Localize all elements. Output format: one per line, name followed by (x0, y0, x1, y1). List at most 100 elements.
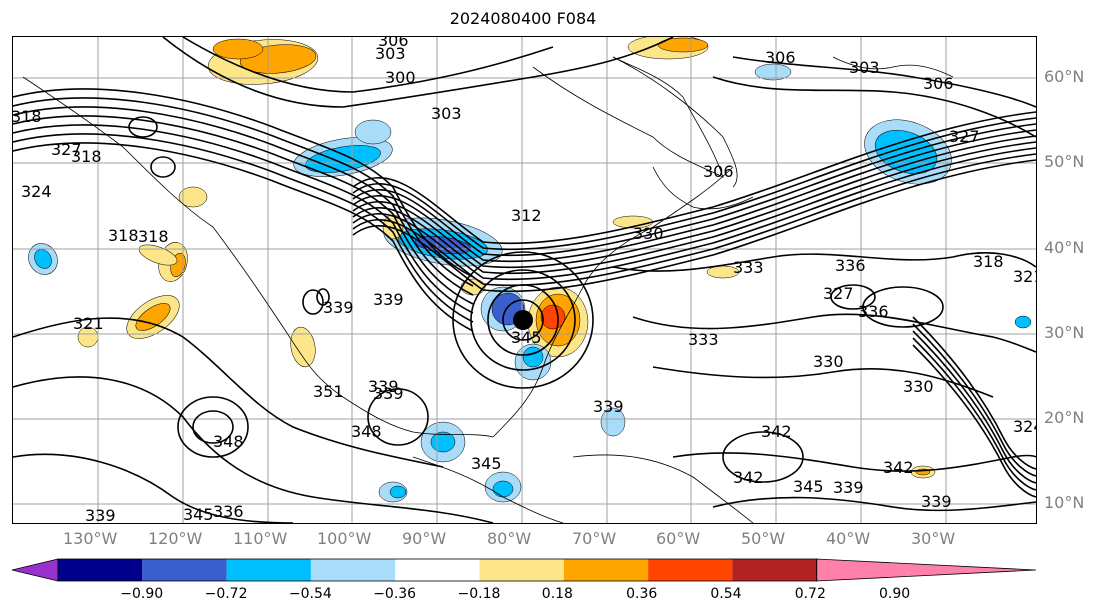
contour-value-label: 327 (51, 140, 82, 159)
lon-label: 90°W (402, 529, 447, 548)
storm-center-marker (513, 310, 533, 330)
contour-value-label: 327 (949, 127, 980, 146)
contour-line (912, 316, 1036, 470)
closed-contour (830, 284, 876, 310)
colorbar-segment (479, 559, 564, 581)
colorbar-tick-label: 0.18 (541, 586, 573, 602)
anomaly-shading (540, 304, 566, 330)
contour-value-label: 321 (1013, 267, 1036, 286)
lat-label: 30°N (1044, 323, 1085, 342)
contour-line (13, 115, 474, 305)
contour-line (712, 76, 1036, 138)
closed-contour (316, 288, 330, 306)
colorbar-segment (563, 559, 649, 581)
contour-value-label: 333 (688, 330, 719, 349)
closed-contour (192, 410, 234, 444)
contour-value-label: 306 (703, 162, 734, 181)
colorbar-tick-label: −0.18 (457, 586, 501, 602)
colorbar-segment (310, 559, 396, 581)
contour-line (13, 97, 474, 287)
anomaly-shading (212, 38, 264, 60)
colorbar-tick-label: 0.54 (710, 586, 742, 602)
colorbar-tick-label: 0.90 (879, 586, 911, 602)
contour-value-label: 339 (593, 397, 624, 416)
contour-value-label: 300 (385, 68, 416, 87)
map-title: 2024080400 F084 (449, 9, 597, 28)
contour-line (13, 376, 494, 523)
contour-line (13, 124, 474, 314)
contour-value-label: 342 (761, 422, 792, 441)
contour-line (352, 129, 1036, 263)
closed-contour (452, 251, 594, 389)
colorbar-tick-label: 0.36 (626, 586, 658, 602)
contour-line (352, 135, 1036, 269)
colorbar-tick-label: −0.72 (204, 586, 248, 602)
contour-value-label: 312 (511, 206, 542, 225)
contour-line (13, 106, 474, 296)
contour-value-label: 318 (71, 147, 102, 166)
contour-value-label: 321 (73, 314, 104, 333)
contour-line (632, 313, 1036, 353)
closed-contour (177, 396, 249, 458)
lon-label: 30°W (911, 529, 956, 548)
contour-value-label: 339 (323, 298, 354, 317)
contour-value-label: 303 (849, 58, 880, 77)
contour-value-label: 324 (1013, 417, 1036, 436)
lon-label: 70°W (572, 529, 617, 548)
anomaly-shading (389, 485, 407, 499)
contour-value-label: 330 (903, 377, 934, 396)
contour-line (652, 366, 994, 398)
contour-line (352, 147, 1036, 281)
contour-value-label: 336 (835, 256, 866, 275)
colorbar-frame (57, 558, 818, 582)
contour-line (732, 56, 1036, 108)
map-panel: 306 303 300 303 306 303 306 327 318 324 327 318 318 3… (12, 36, 1037, 524)
contour-value-label: 342 (883, 458, 914, 477)
lat-label: 20°N (1044, 408, 1085, 427)
anomaly-shading (706, 265, 740, 279)
contour-lines (13, 37, 1036, 523)
lon-label: 100°W (317, 529, 372, 548)
colorbar-segment (395, 559, 480, 581)
anomaly-shading (430, 431, 456, 453)
anomaly-shading (178, 186, 208, 208)
contour-value-label: 318 (138, 227, 169, 246)
coastline (532, 56, 724, 178)
contour-value-label: 336 (213, 502, 244, 521)
colorbar-segment (648, 559, 733, 581)
coastline (492, 166, 734, 438)
lon-label: 40°W (826, 529, 871, 548)
coastline (572, 454, 754, 523)
lat-label: 60°N (1044, 67, 1085, 86)
lon-label: 130°W (63, 529, 118, 548)
colorbar-tick-label: −0.36 (373, 586, 417, 602)
anomaly-shading (135, 303, 171, 331)
contour-line (912, 344, 1036, 498)
contour-value-label: 306 (378, 37, 409, 50)
contour-value-label: 336 (858, 302, 889, 321)
contour-value-label: 333 (733, 258, 764, 277)
contour-value-label: 318 (973, 252, 1004, 271)
contour-value-label: 306 (765, 48, 796, 67)
closed-contour (128, 116, 158, 138)
contour-value-label: 324 (21, 182, 52, 201)
contour-line (13, 142, 474, 332)
contour-value-label: 330 (633, 224, 664, 243)
contour-value-label: 339 (373, 384, 404, 403)
contour-value-label: 345 (511, 328, 542, 347)
colorbar-extend-low (11, 558, 59, 582)
contour-value-label: 345 (471, 454, 502, 473)
contour-line (13, 133, 474, 323)
contour-line (912, 337, 1036, 491)
contour-line (352, 159, 1036, 293)
lon-label: 120°W (148, 529, 203, 548)
colorbar-segment (142, 559, 227, 581)
contour-line (912, 330, 1036, 484)
contour-line (182, 37, 554, 93)
colorbar (11, 558, 1037, 582)
lat-label: 50°N (1044, 152, 1085, 171)
contour-line (13, 88, 474, 278)
lat-label: 40°N (1044, 238, 1085, 257)
contour-value-label: 327 (823, 284, 854, 303)
contour-value-label: 303 (431, 104, 462, 123)
